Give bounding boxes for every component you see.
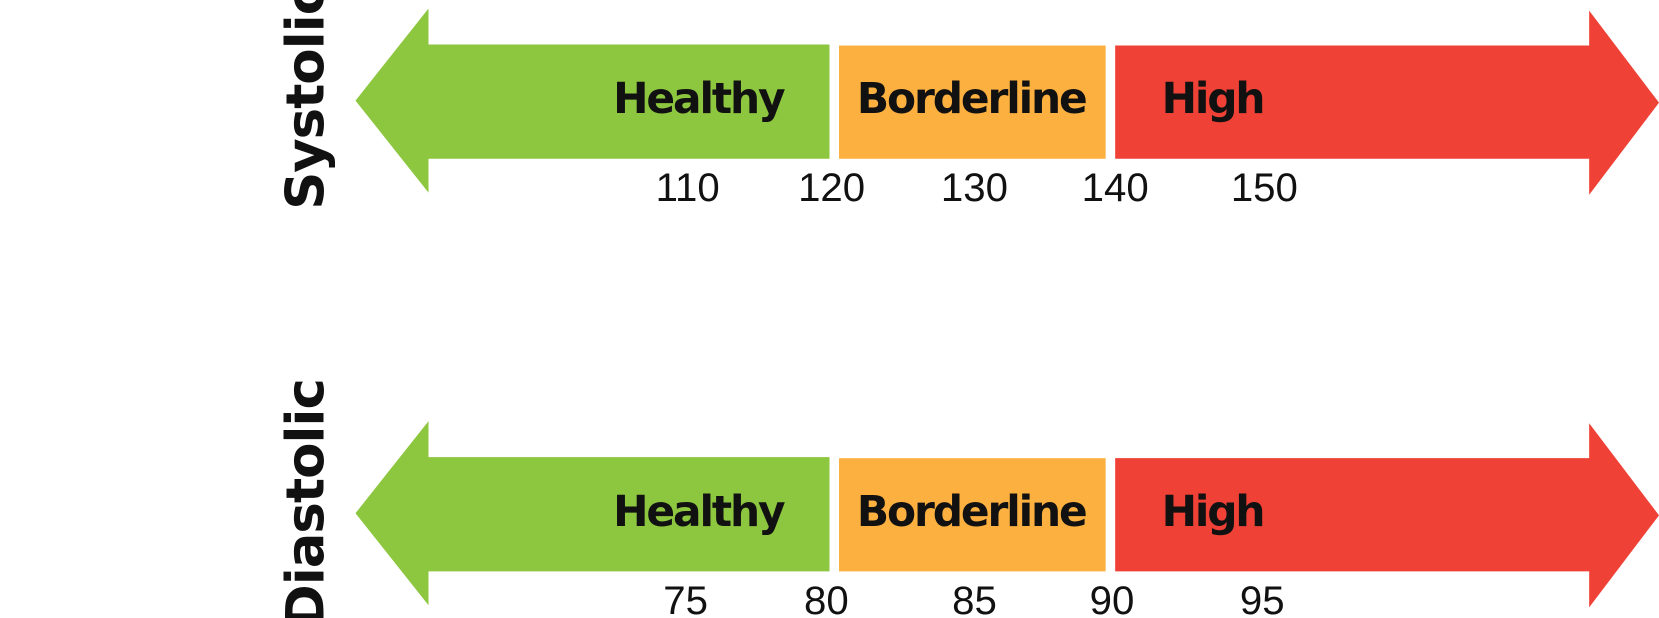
healthy-arrow [355,8,830,193]
tick-label: 150 [1231,165,1298,210]
tick-label: 75 [663,578,708,618]
tick-label: 90 [1090,578,1135,618]
tick-label: 130 [941,165,1008,210]
scale: Healthy Borderline High 110 120 130 140 150 Syst… [276,0,1659,210]
segment-label: High [1162,487,1264,536]
scale: Healthy Borderline High 75 80 85 90 95 Diastolic [276,379,1659,618]
high-arrow [1115,10,1659,195]
high-arrow [1115,423,1659,608]
tick-label: 140 [1082,165,1149,210]
borderline-bar [839,45,1106,159]
tick-label: 85 [952,578,997,618]
segment-label: High [1162,74,1264,123]
tick-label: 110 [656,165,720,210]
tick-label: 80 [804,578,849,618]
tick-label: 120 [798,165,865,210]
segment-label: Healthy [613,487,785,536]
scale-label: Systolic [276,0,337,210]
segment-label: Borderline [857,487,1086,536]
segment-label: Borderline [857,74,1086,123]
scale-label: Diastolic [276,379,337,618]
tick-label: 95 [1240,578,1285,618]
healthy-arrow [355,421,830,606]
segment-label: Healthy [613,74,785,123]
borderline-bar [839,458,1106,572]
